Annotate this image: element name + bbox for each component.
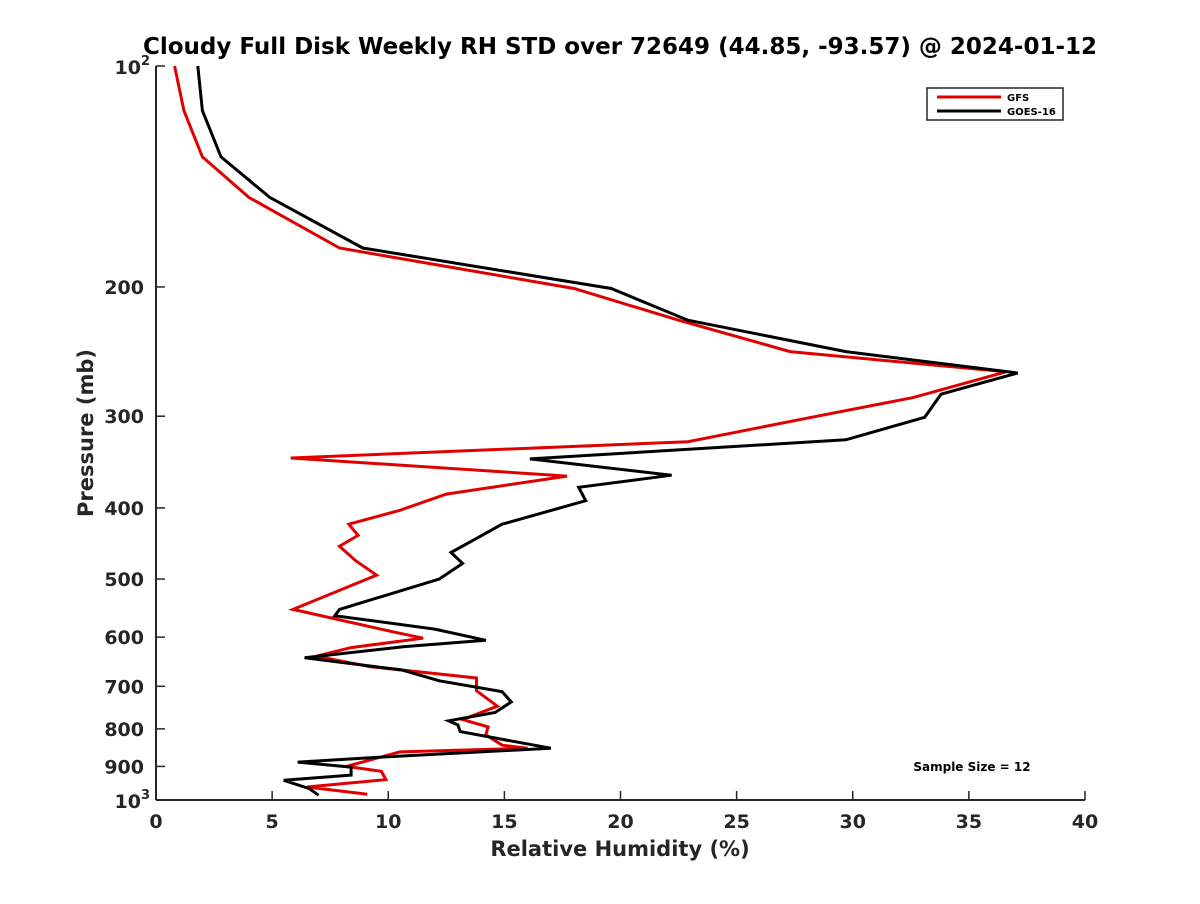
series-line-gfs: [173, 65, 1007, 796]
y-tick-label: 102: [115, 54, 151, 79]
y-tick-label: 900: [104, 756, 144, 778]
axes: 0 5 10 15 20 25 30 35 40 10220030040050060070080…: [104, 54, 1098, 833]
x-tick-label: 40: [1072, 811, 1098, 833]
y-tick-label: 800: [104, 719, 144, 741]
y-tick-label: 400: [104, 498, 144, 520]
x-axis-label: Relative Humidity (%): [490, 837, 749, 861]
x-tick-label: 10: [375, 811, 401, 833]
legend: GFS GOES-16: [926, 87, 1064, 121]
x-tick-label: 5: [266, 811, 279, 833]
sample-size-annotation: Sample Size = 12: [913, 760, 1030, 774]
x-tick-label: 25: [723, 811, 749, 833]
y-tick-label: 200: [104, 277, 144, 299]
legend-label-gfs: GFS: [1007, 93, 1029, 104]
series-lines: [173, 65, 1019, 797]
y-tick-base: 10: [115, 57, 141, 79]
legend-label-goes-16: GOES-16: [1007, 107, 1056, 118]
y-tick-label: 103: [115, 788, 151, 813]
x-tick-label: 20: [607, 811, 633, 833]
plot-area: [173, 65, 1019, 797]
x-tick-label: 35: [956, 811, 982, 833]
chart-title: Cloudy Full Disk Weekly RH STD over 7264…: [143, 34, 1097, 60]
x-tick-label: 15: [491, 811, 517, 833]
legend-box: [926, 87, 1064, 121]
x-tick-label: 0: [149, 811, 162, 833]
y-axis-label: Pressure (mb): [74, 349, 98, 517]
x-axis-ticks: 0 5 10 15 20 25 30 35 40: [149, 791, 1098, 833]
y-tick-label: 300: [104, 406, 144, 428]
series-line-goes-16: [196, 65, 1019, 797]
y-tick-base: 10: [115, 791, 141, 813]
y-tick-exponent: 2: [141, 54, 150, 69]
y-tick-exponent: 3: [141, 788, 150, 803]
y-tick-label: 700: [104, 676, 144, 698]
y-tick-label: 500: [104, 569, 144, 591]
y-tick-label: 600: [104, 627, 144, 649]
x-tick-label: 30: [840, 811, 866, 833]
